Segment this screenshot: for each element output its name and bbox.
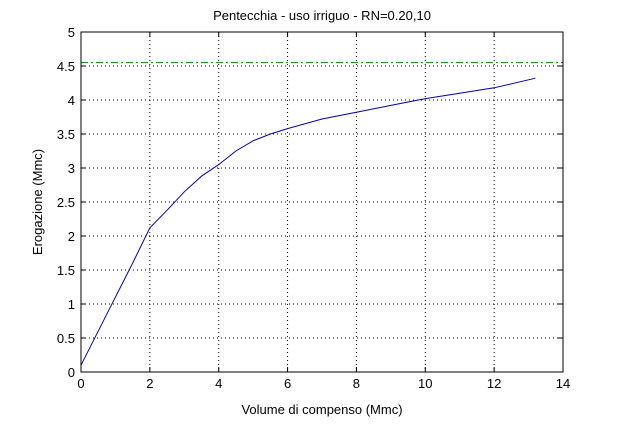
x-tick-label: 10 xyxy=(418,376,432,391)
x-tick-label: 14 xyxy=(556,376,570,391)
y-tick-label: 3 xyxy=(68,161,75,176)
y-tick-label: 5 xyxy=(68,25,75,40)
y-tick-label: 0.5 xyxy=(57,331,75,346)
x-tick-label: 4 xyxy=(215,376,222,391)
x-tick-label: 2 xyxy=(146,376,153,391)
y-tick-label: 2 xyxy=(68,229,75,244)
y-tick-label: 1 xyxy=(68,297,75,312)
series-line-1 xyxy=(80,77,536,366)
y-tick-label: 4.5 xyxy=(57,59,75,74)
x-tick-label: 8 xyxy=(353,376,360,391)
y-tick-label: 4 xyxy=(68,93,75,108)
x-tick-label: 12 xyxy=(487,376,501,391)
x-tick-label: 6 xyxy=(284,376,291,391)
y-tick-label: 3.5 xyxy=(57,127,75,142)
y-tick-label: 0 xyxy=(68,365,75,380)
chart-title: Pentecchia - uso irriguo - RN=0.20,10 xyxy=(213,8,431,23)
y-axis-label: Erogazione (Mmc) xyxy=(30,149,45,255)
x-axis-label: Volume di compenso (Mmc) xyxy=(241,402,402,417)
y-tick-label: 2.5 xyxy=(57,195,75,210)
grid-layer xyxy=(81,32,563,372)
series-layer xyxy=(80,62,563,366)
tick-layer: 0 2 4 6 8 10 12 14 0 0.5 1 1.5 2 2.5 3 3.5 4 4.5 5 xyxy=(57,25,570,391)
x-tick-label: 0 xyxy=(77,376,84,391)
y-tick-label: 1.5 xyxy=(57,263,75,278)
